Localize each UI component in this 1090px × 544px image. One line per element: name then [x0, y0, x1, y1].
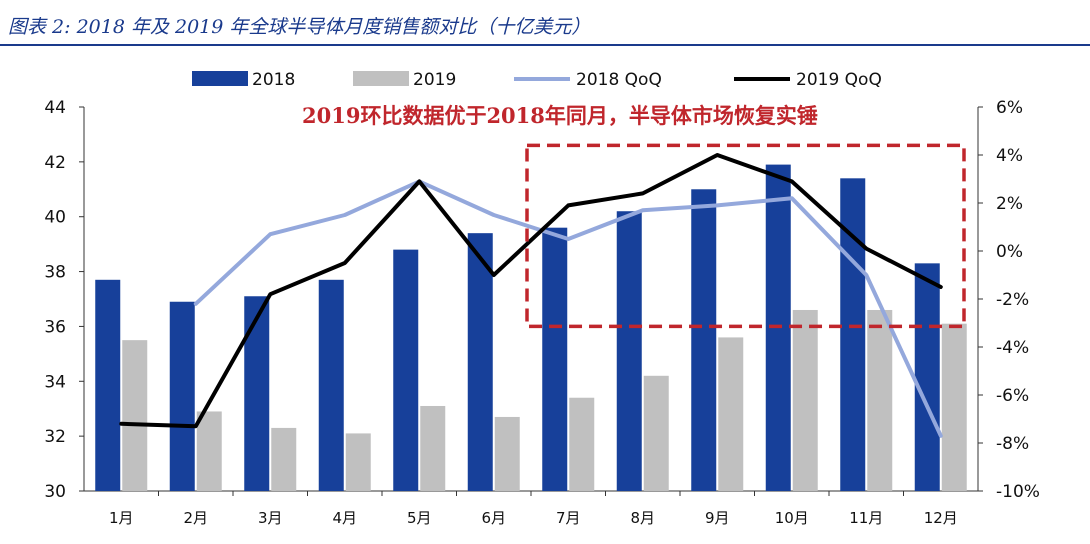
- bar-2019: [718, 337, 744, 491]
- legend-2018-label: 2018: [252, 70, 295, 90]
- left-tick-label: 44: [44, 98, 66, 118]
- x-tick-label: 7月: [556, 509, 581, 527]
- bar-2018: [318, 279, 344, 491]
- x-tick-label: 12月: [924, 509, 958, 527]
- legend-2019-swatch: [353, 71, 409, 86]
- right-tick-label: -8%: [996, 434, 1029, 454]
- figure-caption: 图表 2: 2018 年及 2019 年全球半导体月度销售额对比（十亿美元）: [8, 16, 591, 38]
- right-tick-label: 6%: [996, 98, 1023, 118]
- bar-2019: [792, 309, 818, 491]
- bar-2018: [691, 189, 717, 492]
- axes-layer: 30 32 34 36 38 40 42 44 -10% -8% -6% -4% -2% 0% 2% 4% 6%…: [44, 98, 1040, 527]
- bar-2019: [122, 340, 148, 491]
- bar-2019: [494, 416, 520, 491]
- x-tick-label: 4月: [332, 509, 357, 527]
- left-tick-label: 42: [44, 153, 66, 173]
- line-2018-qoq: [193, 179, 943, 438]
- bar-2018: [95, 279, 121, 491]
- left-tick-label: 40: [44, 208, 66, 228]
- left-tick-label: 32: [44, 427, 66, 447]
- bar-2019: [271, 427, 297, 491]
- lines-layer: [119, 153, 943, 438]
- right-tick-label: -4%: [996, 338, 1029, 358]
- bar-2018: [840, 178, 866, 492]
- x-tick-label: 6月: [481, 509, 506, 527]
- x-tick-label: 2月: [183, 509, 208, 527]
- right-tick-label: 4%: [996, 146, 1023, 166]
- right-tick-label: 2%: [996, 194, 1023, 214]
- bar-2019: [196, 411, 222, 491]
- x-tick-label: 5月: [407, 509, 432, 527]
- bar-2019: [569, 397, 595, 491]
- bar-2018: [616, 211, 642, 491]
- bar-2019: [941, 323, 967, 491]
- bar-2019: [643, 375, 669, 491]
- x-tick-label: 8月: [630, 509, 655, 527]
- legend-2018-qoq-label: 2018 QoQ: [576, 70, 662, 90]
- bar-2018: [467, 233, 493, 491]
- x-tick-label: 9月: [705, 509, 730, 527]
- x-tick-label: 10月: [775, 509, 809, 527]
- left-tick-label: 34: [44, 372, 66, 392]
- bar-2018: [169, 301, 195, 491]
- left-tick-label: 36: [44, 317, 66, 337]
- annotation-text: 2019环比数据优于2018年同月，半导体市场恢复实锤: [302, 103, 818, 128]
- bars-layer: [95, 164, 967, 492]
- legend-2018-swatch: [192, 71, 248, 86]
- bar-2018: [542, 227, 568, 491]
- caption-rule: [0, 44, 1090, 46]
- right-tick-label: 0%: [996, 242, 1023, 262]
- bar-2018: [244, 296, 270, 491]
- right-tick-label: -6%: [996, 386, 1029, 406]
- legend-2019-label: 2019: [413, 70, 456, 90]
- annotation-layer: 2019环比数据优于2018年同月，半导体市场恢复实锤: [302, 103, 966, 329]
- line-2019-qoq: [119, 153, 943, 429]
- bar-2019: [345, 433, 371, 491]
- legend-layer: 2018 2019 2018 QoQ 2019 QoQ: [192, 70, 882, 90]
- legend-2019-qoq-label: 2019 QoQ: [796, 70, 882, 90]
- x-tick-label: 3月: [258, 509, 283, 527]
- x-tick-label: 11月: [849, 509, 883, 527]
- bar-2019: [867, 309, 893, 491]
- right-tick-label: -10%: [996, 482, 1040, 502]
- x-tick-label: 1月: [109, 509, 134, 527]
- bar-2019: [420, 405, 446, 491]
- left-tick-label: 38: [44, 263, 66, 283]
- bar-2018: [914, 263, 940, 491]
- right-tick-label: -2%: [996, 290, 1029, 310]
- left-tick-label: 30: [44, 482, 66, 502]
- bar-2018: [393, 249, 419, 491]
- highlight-box: [525, 143, 966, 329]
